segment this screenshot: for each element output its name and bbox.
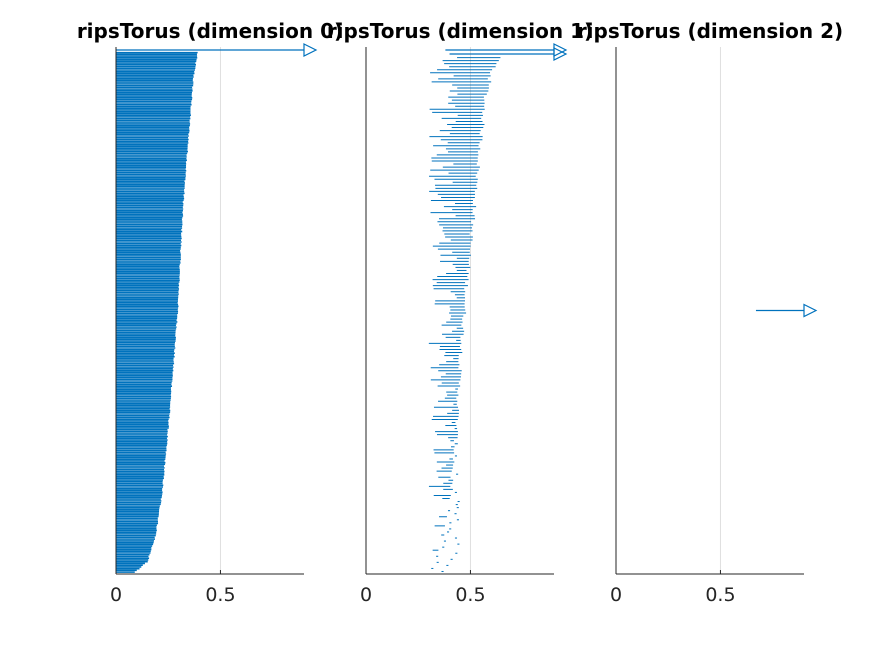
panel-dimension-1: ripsTorus (dimension 1) 0 0.5 [327, 19, 593, 606]
x-tick-label-0.5: 0.5 [705, 584, 735, 606]
axes [365, 47, 554, 575]
axes [115, 47, 304, 575]
panel-dimension-2: ripsTorus (dimension 2) 0 0.5 [577, 19, 843, 606]
panel-title: ripsTorus (dimension 2) [577, 19, 843, 43]
x-tick-label-0.5: 0.5 [455, 584, 485, 606]
infinite-arrow-icon [303, 43, 318, 57]
x-tick-label-0: 0 [610, 584, 622, 606]
infinite-arrow-icon [553, 47, 568, 61]
barcode-bars [116, 51, 198, 573]
axes [615, 47, 804, 575]
panel-title: ripsTorus (dimension 1) [327, 19, 593, 43]
barcode-bars [428, 57, 501, 572]
infinite-interval-arrows [116, 43, 318, 57]
panel-title: ripsTorus (dimension 0) [77, 19, 343, 43]
panel-dimension-0: ripsTorus (dimension 0) 0 0.5 [77, 19, 343, 606]
x-tick-label-0: 0 [360, 584, 372, 606]
infinite-interval-arrows [445, 43, 568, 61]
infinite-interval-arrows [755, 303, 818, 318]
x-tick-label-0.5: 0.5 [205, 584, 235, 606]
x-tick-label-0: 0 [110, 584, 122, 606]
infinite-arrow-icon [803, 303, 818, 318]
